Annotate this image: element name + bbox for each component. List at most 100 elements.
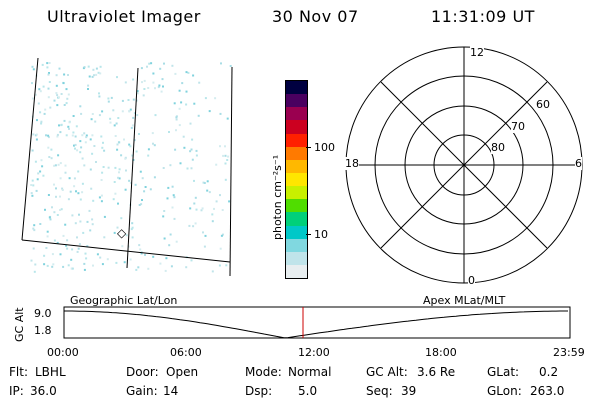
uv-emission-dot: [159, 67, 162, 70]
uv-emission-dot: [203, 245, 206, 248]
uv-emission-dot: [152, 81, 155, 84]
uv-emission-dot: [47, 134, 50, 137]
uv-emission-dot: [83, 268, 86, 271]
uv-emission-dot: [64, 223, 67, 226]
uv-emission-dot: [135, 150, 138, 153]
uv-emission-dot: [174, 148, 177, 151]
uv-emission-dot: [167, 186, 170, 189]
latitude-line: [21, 239, 231, 263]
uv-emission-dot: [38, 88, 41, 91]
uv-emission-dot: [44, 108, 47, 111]
uv-emission-dot: [89, 168, 92, 171]
uv-emission-dot: [98, 196, 101, 199]
uv-emission-dot: [131, 236, 134, 239]
uv-emission-dot: [71, 248, 74, 251]
colorbar-band: [286, 94, 307, 108]
gc-alt-value: 3.6 Re: [417, 365, 456, 379]
mode-value: Normal: [288, 365, 332, 379]
mlat-label-60: 60: [536, 98, 550, 111]
uv-emission-dot: [33, 224, 36, 227]
uv-emission-dot: [45, 247, 48, 249]
uv-emission-dot: [165, 257, 168, 260]
uv-emission-dot: [120, 217, 123, 220]
uv-emission-dot: [100, 194, 103, 197]
uv-emission-dot: [143, 79, 146, 82]
uv-emission-dot: [92, 264, 94, 267]
uv-emission-dot: [84, 141, 87, 144]
uv-emission-dot: [130, 228, 133, 231]
dsp-value: 5.0: [298, 384, 318, 398]
uv-emission-dot: [114, 192, 117, 195]
uv-emission-dot: [118, 141, 121, 144]
uv-emission-dot: [180, 101, 183, 104]
mlt-label-12: 12: [470, 46, 484, 59]
uv-emission-dot: [128, 110, 131, 113]
uv-emission-dot: [208, 191, 211, 194]
uv-emission-dot: [197, 114, 200, 117]
uv-emission-dot: [189, 122, 192, 125]
uv-emission-dot: [99, 65, 102, 68]
uv-emission-dot: [162, 167, 165, 169]
uv-emission-dot: [224, 178, 227, 181]
uv-emission-dot: [140, 203, 143, 206]
uv-emission-dot: [137, 266, 140, 269]
uv-emission-dot: [175, 116, 178, 119]
time-tick-0600: 06:00: [170, 346, 202, 359]
uv-emission-dot: [123, 138, 125, 141]
filter-label: Flt:: [9, 365, 28, 379]
uv-emission-dot: [147, 154, 150, 157]
uv-emission-dot: [125, 169, 127, 172]
uv-emission-dot: [30, 192, 33, 195]
uv-emission-dot: [31, 194, 34, 197]
uv-emission-dot: [195, 208, 198, 211]
uv-emission-dot: [163, 210, 166, 212]
uv-emission-dot: [50, 157, 53, 160]
colorbar-band: [286, 186, 307, 200]
altitude-strip-frame: [63, 306, 571, 339]
ip-label: IP:: [9, 384, 24, 398]
uv-emission-dot: [214, 97, 217, 100]
uv-emission-dot: [67, 93, 70, 96]
uv-emission-dot: [39, 223, 42, 225]
uv-emission-dot: [141, 199, 143, 201]
uv-emission-dot: [57, 154, 60, 157]
uv-emission-dot: [219, 247, 222, 250]
uv-emission-dot: [133, 139, 136, 142]
instrument-title: Ultraviolet Imager: [47, 7, 201, 26]
uv-emission-dot: [77, 247, 80, 250]
uv-emission-dot: [140, 252, 143, 255]
uv-emission-dot: [100, 200, 103, 203]
uv-emission-dot: [103, 236, 106, 239]
uv-emission-dot: [61, 189, 64, 191]
uv-emission-dot: [31, 65, 34, 68]
time-tick-1200: 12:00: [298, 346, 330, 359]
uv-emission-dot: [189, 150, 192, 153]
uv-emission-dot: [73, 144, 75, 147]
uv-emission-dot: [175, 118, 178, 121]
uv-emission-dot: [144, 253, 146, 256]
uv-emission-dot: [129, 108, 132, 111]
uv-emission-dot: [103, 149, 106, 152]
uv-emission-dot: [59, 209, 62, 211]
uv-emission-dot: [74, 147, 76, 150]
uv-emission-dot: [72, 131, 75, 134]
uv-emission-dot: [129, 145, 132, 148]
uv-emission-dot: [40, 159, 43, 162]
uv-emission-dot: [44, 208, 46, 211]
gc-alt-tick-bottom: 1.8: [34, 324, 52, 337]
uv-emission-dot: [75, 190, 77, 193]
uv-emission-dot: [102, 141, 104, 144]
uv-emission-dot: [76, 236, 78, 239]
ip-value: 36.0: [30, 384, 57, 398]
colorbar-band: [286, 212, 307, 226]
uv-emission-dot: [66, 239, 69, 242]
uv-emission-dot: [211, 213, 214, 216]
uv-emission-dot: [72, 115, 75, 117]
uv-emission-dot: [31, 149, 34, 152]
uv-emission-dots: [30, 62, 232, 273]
uv-emission-dot: [151, 132, 154, 135]
uv-emission-dot: [47, 146, 50, 149]
uv-emission-dot: [114, 166, 117, 169]
uv-emission-dot: [159, 262, 162, 265]
uv-emission-dot: [59, 253, 62, 256]
